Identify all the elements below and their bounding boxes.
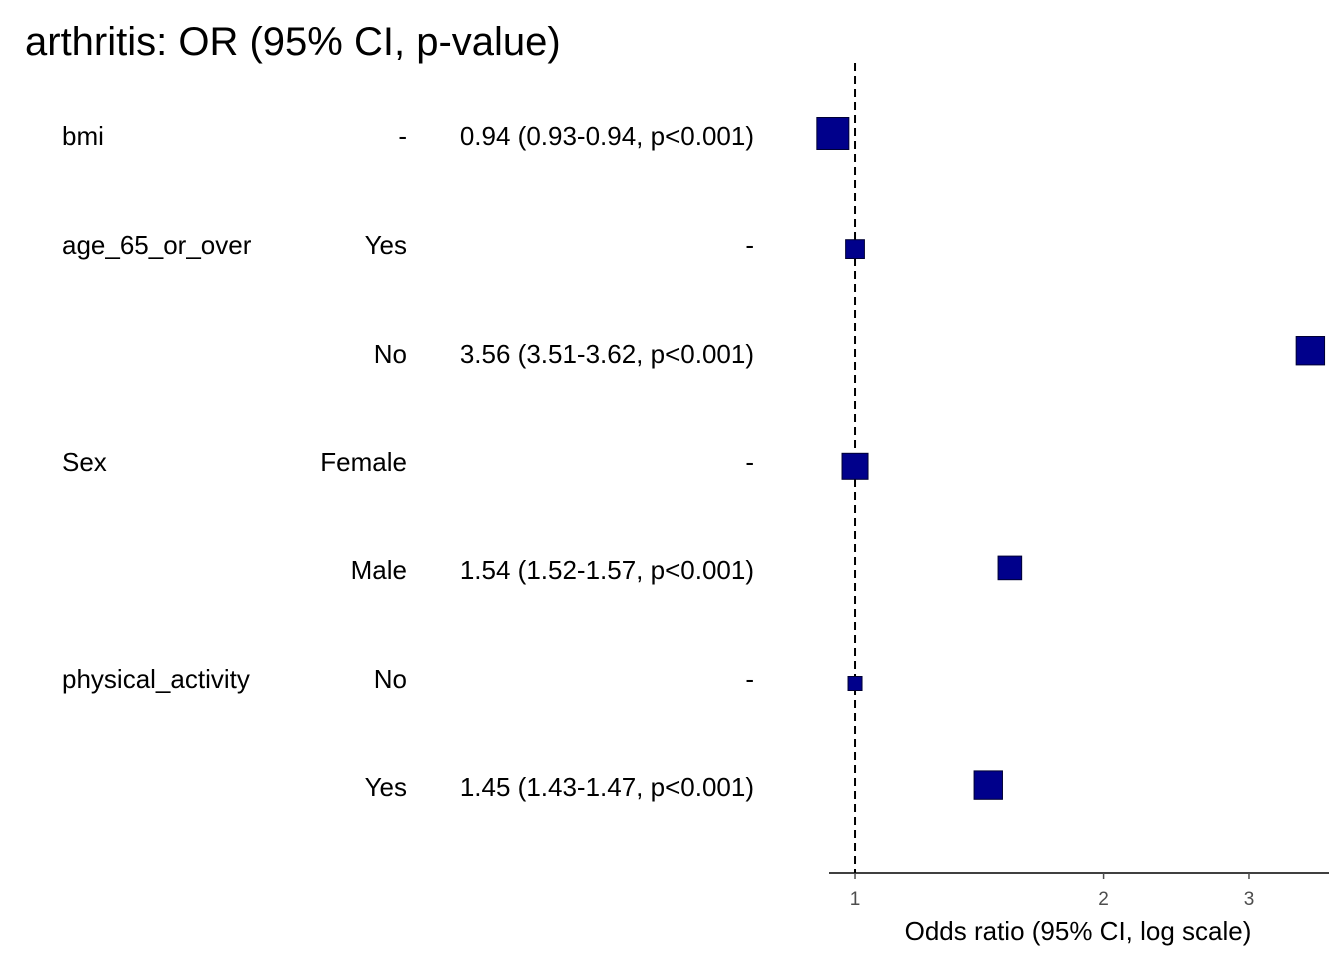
variable-label: bmi	[62, 121, 104, 151]
odds-ratio-text: -	[745, 664, 754, 694]
level-label: Female	[320, 447, 407, 477]
variable-label: physical_activity	[62, 664, 250, 694]
chart-title: arthritis: OR (95% CI, p-value)	[25, 20, 561, 64]
level-label: Yes	[364, 230, 407, 260]
odds-ratio-point	[845, 239, 865, 259]
level-label: Yes	[364, 772, 407, 802]
odds-ratio-point	[841, 452, 869, 480]
odds-ratio-text: -	[745, 447, 754, 477]
odds-ratio-point	[816, 117, 850, 150]
variable-label: Sex	[62, 447, 107, 477]
odds-ratio-text: 0.94 (0.93-0.94, p<0.001)	[459, 121, 754, 151]
x-axis-ticks: 1 2 3	[850, 873, 1255, 910]
odds-ratio-text: -	[745, 230, 754, 260]
odds-ratio-point	[973, 770, 1003, 800]
level-label: No	[373, 664, 407, 694]
x-tick-label: 2	[1098, 889, 1109, 910]
odds-ratio-point	[847, 676, 863, 691]
odds-ratio-points	[816, 117, 1326, 800]
level-label: Male	[350, 555, 407, 585]
x-tick-label: 1	[850, 889, 861, 910]
x-axis-title: Odds ratio (95% CI, log scale)	[905, 916, 1252, 946]
odds-ratio-point	[1295, 336, 1326, 366]
odds-ratio-text: 1.45 (1.43-1.47, p<0.001)	[459, 772, 754, 802]
level-label: -	[398, 121, 407, 151]
odds-ratio-point	[997, 555, 1023, 581]
x-tick-label: 3	[1244, 889, 1255, 910]
level-label: No	[373, 339, 407, 369]
variable-label: age_65_or_over	[62, 230, 252, 260]
odds-ratio-text: 3.56 (3.51-3.62, p<0.001)	[459, 339, 754, 369]
odds-ratio-text: 1.54 (1.52-1.57, p<0.001)	[459, 555, 754, 585]
